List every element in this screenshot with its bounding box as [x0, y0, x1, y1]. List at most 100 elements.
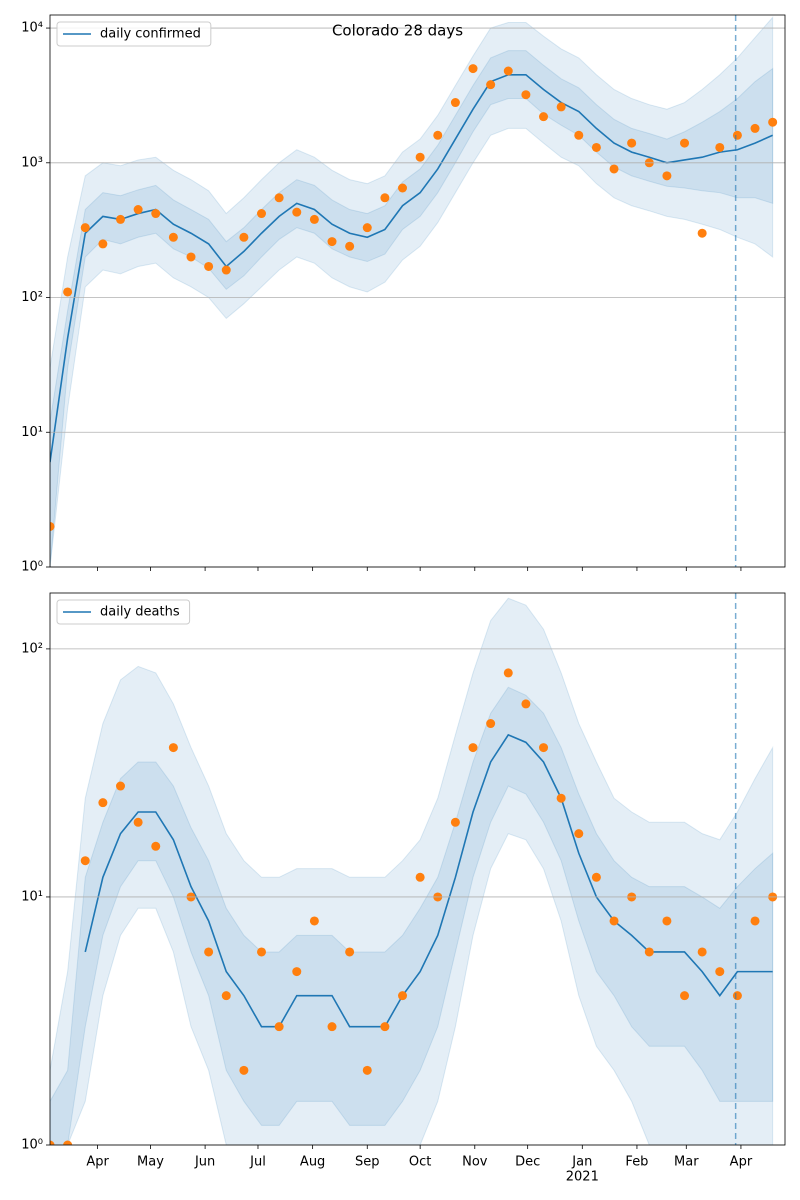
data-point: [680, 138, 690, 148]
data-point: [80, 856, 90, 866]
data-point: [98, 239, 108, 249]
band: [50, 597, 774, 1145]
x-tick-label: Oct: [409, 1155, 431, 1170]
data-point: [609, 916, 619, 926]
x-tick-label: Aug: [300, 1155, 325, 1170]
band: [50, 50, 774, 567]
y-tick-label: 10¹: [21, 425, 43, 440]
data-point: [750, 123, 760, 133]
y-tick-label: 10⁰: [21, 1138, 43, 1153]
data-point: [768, 117, 778, 127]
band: [50, 686, 774, 1145]
data-point: [750, 916, 760, 926]
data-point: [257, 947, 267, 957]
data-point: [204, 947, 214, 957]
x-tick-label: Jan: [571, 1155, 592, 1170]
data-point: [309, 916, 319, 926]
data-point: [715, 142, 725, 152]
data-point: [468, 64, 478, 74]
data-point: [186, 252, 196, 262]
x-tick-label: Apr: [86, 1155, 109, 1170]
x-tick-label: Sep: [355, 1155, 380, 1170]
series-line: [50, 73, 773, 463]
data-point: [362, 223, 372, 233]
y-tick-label: 10²: [21, 641, 43, 656]
x-tick-label: Mar: [674, 1155, 699, 1170]
data-point: [732, 130, 742, 140]
y-tick-label: 10⁰: [21, 560, 43, 575]
data-point: [574, 829, 584, 839]
legend-label: daily deaths: [100, 605, 180, 620]
data-point: [715, 967, 725, 977]
x-tick-label: Dec: [515, 1155, 540, 1170]
data-point: [415, 152, 425, 162]
data-point: [556, 793, 566, 803]
data-point: [591, 142, 601, 152]
data-point: [380, 1022, 390, 1032]
series-line: [84, 733, 773, 1028]
data-point: [274, 1022, 284, 1032]
data-point: [503, 668, 513, 678]
data-point: [151, 209, 161, 219]
x-tick-label: Jul: [249, 1155, 266, 1170]
data-point: [239, 1065, 249, 1075]
data-point: [98, 798, 108, 808]
y-tick-label: 10³: [21, 155, 43, 170]
y-tick-label: 10²: [21, 290, 43, 305]
data-point: [415, 872, 425, 882]
data-point: [309, 214, 319, 224]
legend-label: daily confirmed: [100, 27, 201, 42]
data-point: [151, 841, 161, 851]
data-point: [450, 98, 460, 108]
data-point: [697, 228, 707, 238]
data-point: [50, 521, 55, 531]
axes-frame: [49, 592, 786, 1146]
data-point: [239, 232, 249, 242]
x-tick-label: Apr: [730, 1155, 753, 1170]
data-point: [486, 80, 496, 90]
x-tick-label: Jun: [194, 1155, 215, 1170]
data-point: [168, 743, 178, 753]
data-point: [257, 209, 267, 219]
data-point: [292, 207, 302, 217]
data-point: [609, 164, 619, 174]
data-point: [274, 193, 284, 203]
data-point: [503, 66, 513, 76]
data-point: [468, 743, 478, 753]
data-point: [539, 112, 549, 122]
y-tick-label: 10¹: [21, 889, 43, 904]
data-point: [680, 991, 690, 1001]
data-point: [133, 817, 143, 827]
data-point: [80, 223, 90, 233]
data-point: [204, 261, 214, 271]
data-point: [644, 947, 654, 957]
data-point: [697, 947, 707, 957]
legend-box: [56, 21, 212, 47]
x-tick-sublabel: 2021: [566, 1170, 599, 1185]
data-point: [450, 817, 460, 827]
data-point: [292, 967, 302, 977]
x-tick-label: May: [137, 1155, 164, 1170]
data-point: [168, 232, 178, 242]
data-point: [591, 872, 601, 882]
data-point: [732, 991, 742, 1001]
data-point: [327, 237, 337, 247]
data-point: [133, 205, 143, 215]
data-point: [627, 138, 637, 148]
data-point: [221, 991, 231, 1001]
data-point: [116, 214, 126, 224]
band: [50, 16, 774, 567]
data-point: [486, 719, 496, 729]
data-point: [345, 947, 355, 957]
data-point: [380, 193, 390, 203]
x-tick-label: Feb: [625, 1155, 648, 1170]
data-point: [116, 781, 126, 791]
data-point: [63, 287, 73, 297]
x-tick-label: Nov: [462, 1155, 488, 1170]
axes-frame: [49, 14, 786, 568]
data-point: [556, 102, 566, 112]
chart-title: Colorado 28 days: [332, 22, 463, 40]
data-point: [521, 699, 531, 709]
data-point: [662, 171, 672, 181]
